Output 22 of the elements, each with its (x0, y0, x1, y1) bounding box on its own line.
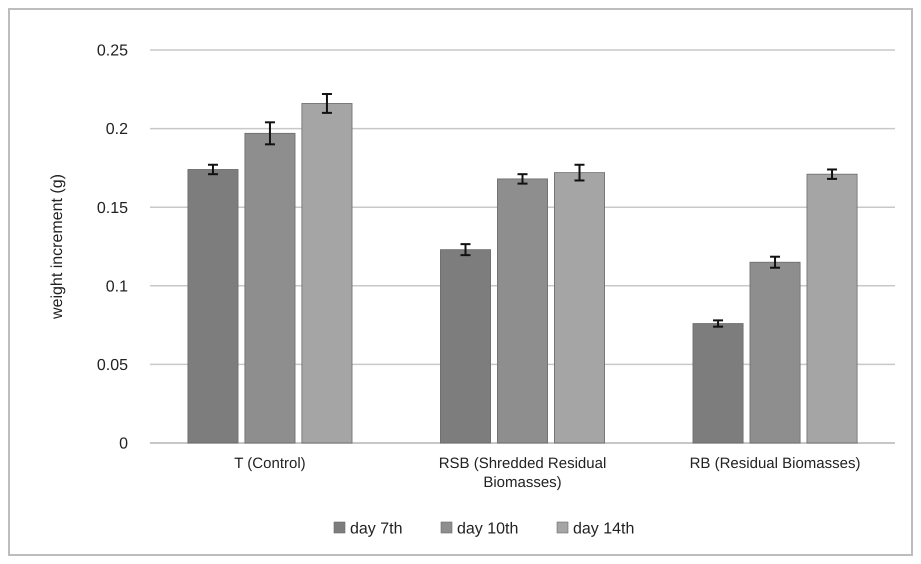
bar (301, 103, 352, 444)
y-tick-label: 0 (119, 436, 128, 453)
bar (497, 178, 548, 444)
y-tick-label: 0.1 (106, 278, 128, 296)
y-axis-title: weight increment (g) (49, 174, 66, 320)
x-tick-label: RB (Residual Biomasses) (690, 455, 860, 472)
bar (554, 172, 605, 444)
bar (187, 169, 238, 444)
bar (692, 323, 744, 444)
y-tick-label: 0.2 (106, 121, 128, 138)
legend-label: day 10th (457, 520, 518, 538)
y-tick-label: 0.15 (96, 200, 128, 217)
y-tick-label: 0.25 (96, 42, 128, 60)
bar (750, 262, 801, 444)
y-tick-label: 0.05 (96, 357, 128, 374)
legend-label: day 14th (573, 520, 634, 538)
bar (806, 174, 858, 444)
bar (440, 249, 491, 444)
x-tick-label: RSB (Shredded Residual Biomasses) (438, 455, 606, 491)
bar (244, 132, 296, 444)
x-tick-label: T (Control) (234, 455, 306, 472)
legend-label: day 7th (350, 520, 402, 538)
